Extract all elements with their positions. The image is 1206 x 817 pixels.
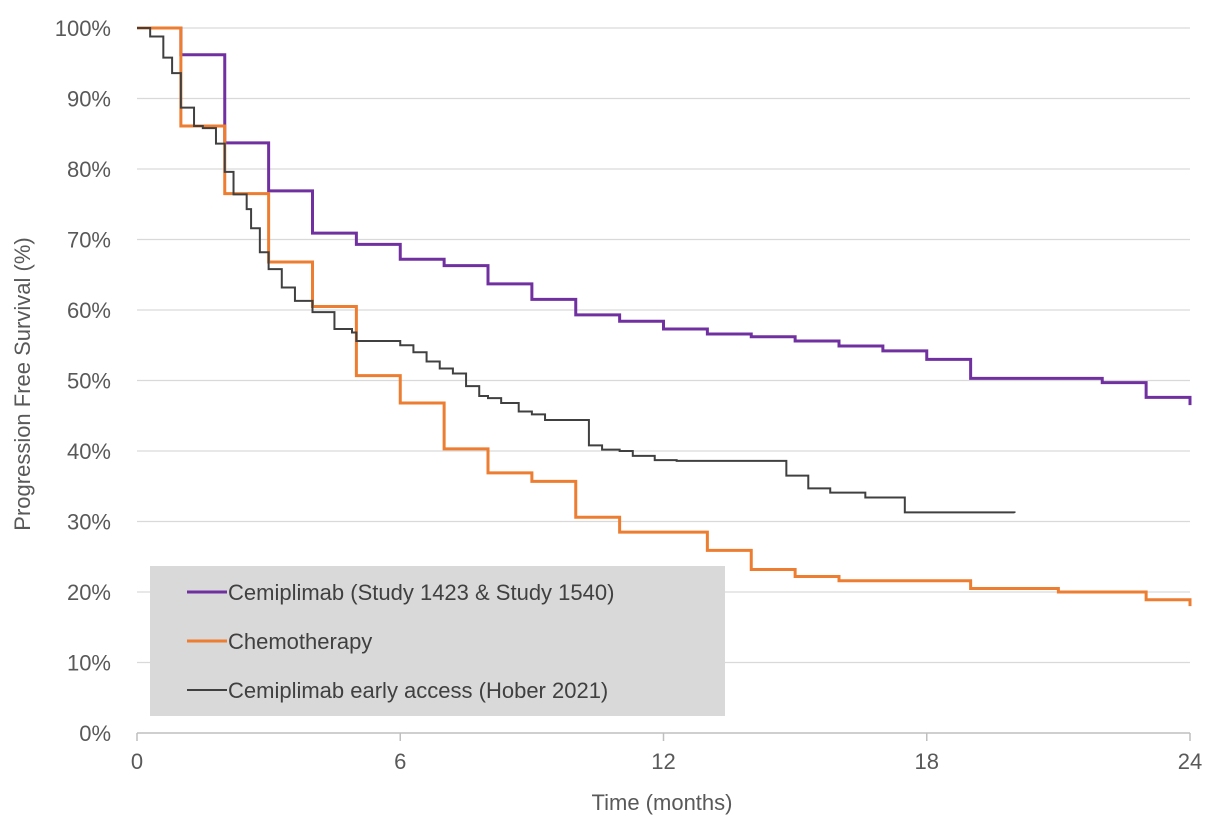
y-tick-label: 50% — [67, 369, 111, 394]
x-tick-label: 24 — [1178, 749, 1202, 774]
x-tick-label: 18 — [915, 749, 939, 774]
legend: Cemiplimab (Study 1423 & Study 1540) Chem… — [150, 566, 725, 716]
legend-label-1: Cemiplimab (Study 1423 & Study 1540) — [228, 580, 614, 605]
y-tick-label: 70% — [67, 228, 111, 253]
y-axis-title: Progression Free Survival (%) — [10, 237, 35, 530]
y-tick-label: 100% — [55, 16, 111, 41]
x-tick-labels: 0 6 12 18 24 — [131, 749, 1202, 774]
legend-label-2: Chemotherapy — [228, 629, 372, 654]
y-tick-label: 60% — [67, 298, 111, 323]
series-layer — [137, 26, 1192, 607]
x-tick-label: 12 — [651, 749, 675, 774]
series-line-2 — [137, 26, 1192, 607]
series-line-1 — [137, 26, 1192, 406]
legend-background — [150, 566, 725, 716]
y-tick-label: 90% — [67, 87, 111, 112]
y-tick-label: 30% — [67, 510, 111, 535]
y-tick-label: 10% — [67, 651, 111, 676]
x-axis-title: Time (months) — [592, 790, 733, 815]
x-tick-label: 0 — [131, 749, 143, 774]
y-tick-label: 40% — [67, 439, 111, 464]
y-tick-label: 80% — [67, 157, 111, 182]
y-tick-label: 0% — [79, 721, 111, 746]
y-tick-labels: 0% 10% 20% 30% 40% 50% 60% 70% 80% 90% 100% — [55, 16, 111, 746]
x-tick-label: 6 — [394, 749, 406, 774]
y-tick-label: 20% — [67, 580, 111, 605]
series-line-3 — [137, 27, 1016, 514]
axes — [136, 732, 1191, 741]
legend-label-3: Cemiplimab early access (Hober 2021) — [228, 678, 608, 703]
